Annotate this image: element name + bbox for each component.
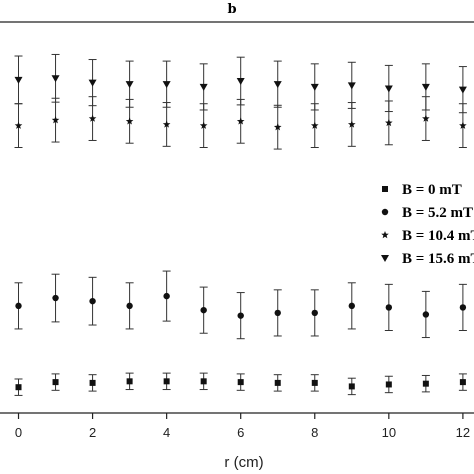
series-1 — [14, 270, 467, 340]
chart-title: b — [227, 2, 236, 17]
data-point — [199, 121, 208, 129]
legend-marker — [382, 186, 388, 192]
x-tick-label: 10 — [382, 425, 396, 440]
x-tick-label: 0 — [15, 425, 22, 440]
data-point — [274, 379, 281, 386]
data-point — [15, 302, 22, 310]
legend-entry: B = 5.2 mT — [381, 205, 473, 221]
data-point — [89, 297, 96, 305]
data-point — [125, 117, 134, 125]
data-point — [273, 81, 282, 89]
data-point — [162, 120, 171, 128]
series-0 — [14, 372, 467, 396]
data-point — [347, 120, 356, 128]
data-point — [51, 75, 60, 83]
legend-label: B = 15.6 mT — [402, 251, 474, 267]
legend-entry: B = 10.4 mT — [381, 228, 474, 244]
x-tick-label: 12 — [456, 425, 470, 440]
data-point — [422, 114, 430, 122]
data-point — [311, 379, 318, 386]
legend-entry: B = 0 mT — [382, 182, 462, 198]
data-point — [14, 76, 23, 84]
x-tick-label: 6 — [237, 425, 244, 440]
data-point — [236, 78, 245, 86]
data-point — [52, 379, 59, 386]
legend-entry: B = 15.6 mT — [381, 251, 474, 267]
data-point — [384, 85, 393, 93]
data-point — [385, 381, 392, 388]
data-point — [237, 379, 244, 386]
data-point — [273, 123, 282, 131]
data-point — [348, 302, 355, 310]
data-point — [458, 86, 467, 94]
data-point — [422, 380, 429, 387]
x-tick-label: 4 — [163, 425, 170, 440]
legend-marker — [381, 208, 389, 216]
x-tick-label: 8 — [311, 425, 318, 440]
data-point — [385, 118, 393, 127]
legend: B = 0 mT B = 5.2 mT B = 10.4 mT B = 15.6 mT — [381, 182, 474, 267]
series-layer — [14, 53, 467, 396]
data-point — [163, 292, 170, 300]
data-point — [200, 378, 207, 385]
legend-label: B = 0 mT — [402, 182, 462, 198]
data-point — [88, 114, 97, 122]
data-point — [51, 116, 60, 124]
data-point — [200, 306, 207, 314]
data-point — [310, 83, 319, 91]
data-point — [89, 379, 96, 386]
legend-marker — [381, 231, 389, 239]
data-point — [459, 379, 466, 386]
data-point — [311, 309, 318, 317]
data-point — [236, 117, 245, 125]
data-point — [125, 81, 134, 89]
data-point — [459, 304, 467, 311]
x-tick-label: 2 — [89, 425, 96, 440]
series-3 — [14, 53, 467, 114]
data-point — [126, 378, 133, 385]
data-point — [14, 121, 23, 129]
data-point — [52, 294, 59, 302]
data-point — [274, 309, 281, 317]
data-point — [126, 302, 133, 310]
legend-label: B = 10.4 mT — [402, 228, 474, 244]
data-point — [348, 383, 355, 390]
legend-label: B = 5.2 mT — [402, 205, 473, 221]
data-point — [237, 312, 244, 319]
data-point — [421, 83, 430, 91]
data-point — [385, 304, 393, 311]
data-point — [162, 81, 171, 89]
data-point — [459, 121, 467, 129]
legend-marker — [381, 255, 389, 262]
data-point — [422, 311, 430, 318]
data-point — [310, 121, 319, 129]
data-point — [15, 384, 22, 391]
x-axis-label: r (cm) — [224, 454, 263, 471]
data-point — [199, 83, 208, 91]
data-point — [347, 82, 356, 90]
x-ticks: 0 2 4 6 8 10 12 — [15, 413, 470, 440]
data-point — [163, 378, 170, 385]
data-point — [88, 79, 97, 87]
